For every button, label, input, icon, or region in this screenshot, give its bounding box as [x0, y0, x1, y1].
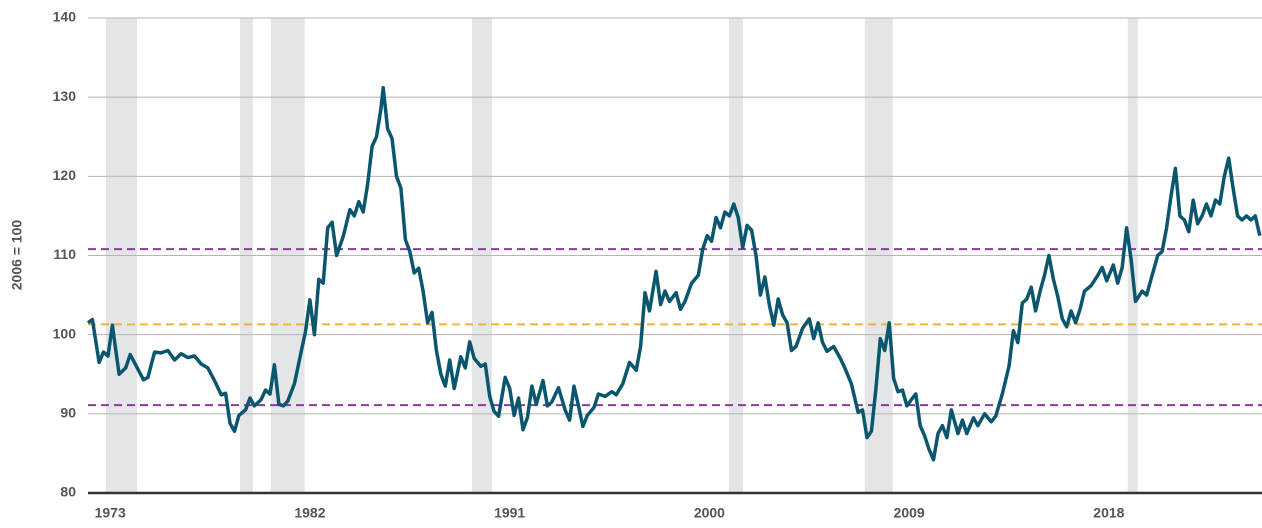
y-tick-label: 130 — [53, 88, 77, 104]
x-tick-label: 1982 — [294, 505, 325, 521]
x-tick-label: 2018 — [1093, 505, 1124, 521]
x-tick-label: 1973 — [95, 505, 126, 521]
y-axis-label: 2006 = 100 — [9, 220, 25, 291]
y-tick-label: 120 — [53, 167, 77, 183]
x-tick-label: 2009 — [894, 505, 925, 521]
y-tick-label: 90 — [60, 405, 76, 421]
y-tick-label: 110 — [53, 246, 76, 262]
data-line — [86, 85, 1262, 462]
y-tick-label: 140 — [53, 9, 77, 25]
x-tick-label: 1991 — [494, 505, 525, 521]
y-tick-label: 80 — [60, 484, 76, 500]
x-tick-label: 2000 — [694, 505, 725, 521]
y-tick-label: 100 — [53, 325, 77, 341]
